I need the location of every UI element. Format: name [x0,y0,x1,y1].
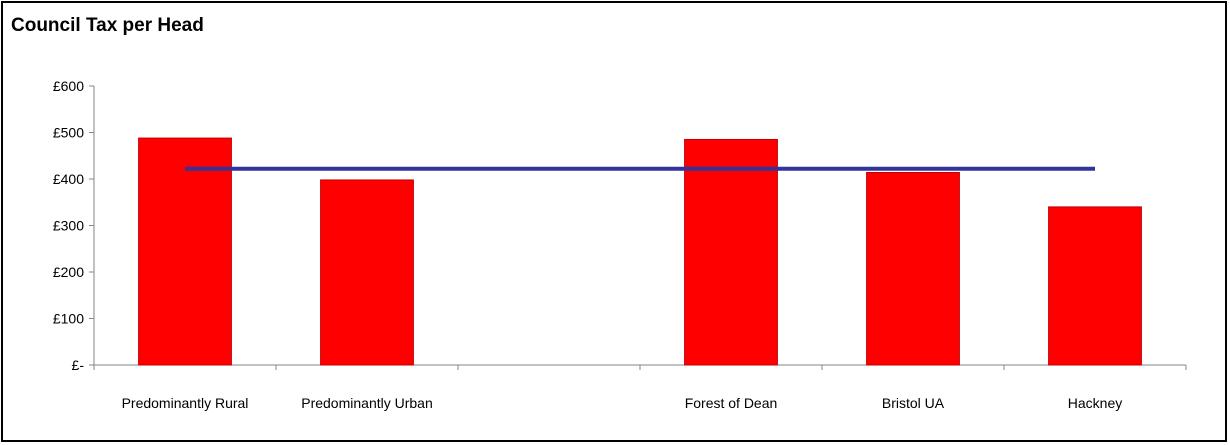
x-tick-label: Predominantly Urban [301,395,433,411]
y-tick-label: £200 [53,264,84,280]
bar [684,138,778,366]
x-tick-label: Forest of Dean [685,395,778,411]
y-tick-label: £500 [53,125,84,141]
y-tick-label: £400 [53,171,84,187]
bar [320,179,414,366]
bar [1048,206,1142,366]
y-tick-label: £600 [53,78,84,94]
y-tick-label: £100 [53,311,84,327]
chart-title: Council Tax per Head [11,15,204,36]
x-tick-label: Bristol UA [882,395,945,411]
x-tick-label: Hackney [1068,395,1122,411]
x-tick-label: Predominantly Rural [122,395,249,411]
bar [866,171,960,366]
y-tick-label: £300 [53,218,84,234]
y-tick-label: £- [72,357,85,373]
bar [138,137,232,366]
